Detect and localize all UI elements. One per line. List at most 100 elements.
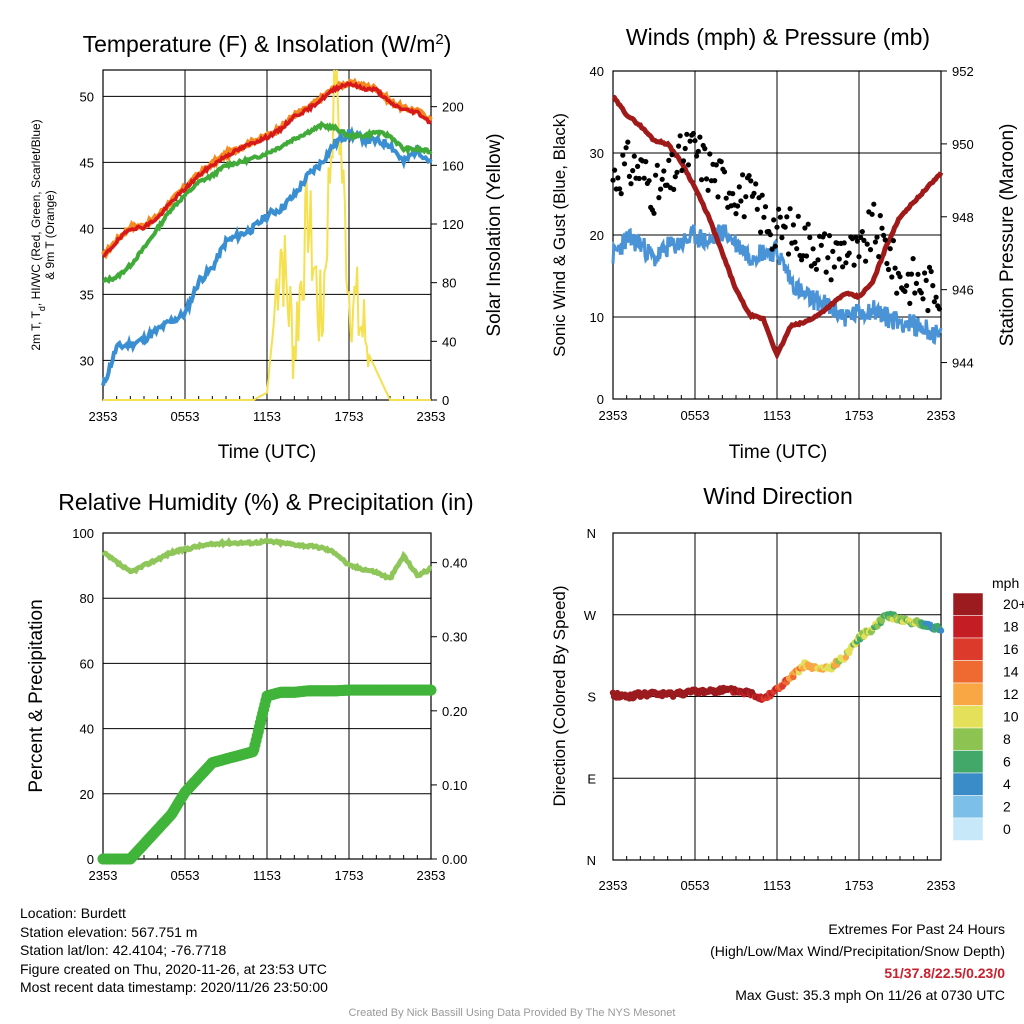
gust-point <box>626 173 633 179</box>
gust-point <box>884 260 890 267</box>
gust-point <box>841 240 847 246</box>
gust-point <box>713 162 719 168</box>
gust-point <box>836 256 842 262</box>
wdir-ytick-label: N <box>587 526 596 541</box>
winds-ytick-label: 20 <box>590 228 604 243</box>
colorbar-label: 18 <box>1003 619 1019 635</box>
gust-point <box>854 238 861 244</box>
solar-ylabel: Solar Insolation (Yellow) <box>484 133 505 336</box>
gust-point <box>918 290 924 296</box>
wdir-xtick-label: 1153 <box>763 878 791 893</box>
gust-point <box>653 172 659 178</box>
gust-point <box>922 270 928 276</box>
info-elevation: Station elevation: 567.751 m <box>20 923 198 940</box>
wind-direction-panel: Wind Direction Direction (Colored By Spe… <box>550 483 1024 893</box>
rh-ylabel: Percent & Precipitation <box>26 599 47 792</box>
colorbar-swatch <box>952 615 984 639</box>
temp-xtick-label: 0553 <box>171 409 200 424</box>
winds-ylabel: Sonic Wind & Gust (Blue, Black) <box>550 113 569 357</box>
extremes-box: Extremes For Past 24 Hours (High/Low/Max… <box>710 918 1005 1006</box>
pressure-ylabel: Station Pressure (Maroon) <box>997 124 1018 347</box>
extremes-values: 51/37.8/22.5/0.23/0 <box>884 965 1005 981</box>
rh-xtick-label: 2353 <box>89 868 118 883</box>
gust-point <box>815 257 821 263</box>
gust-point <box>915 271 921 277</box>
gust-point <box>859 229 865 235</box>
winds-ytick-label: 0 <box>597 392 604 407</box>
gust-point <box>612 167 618 173</box>
rh-xtick-label: 1153 <box>253 868 281 883</box>
gust-point <box>933 294 939 300</box>
gust-point <box>712 178 718 184</box>
colorbar-label: 2 <box>1003 799 1011 815</box>
gust-point <box>936 306 943 312</box>
temp-ytick-label: 40 <box>80 221 94 236</box>
gust-point <box>810 246 816 252</box>
gust-point <box>825 255 831 261</box>
temp-ylabel: 2m T, Td, HI/WC (Red, Green, Scarlet/Blu… <box>29 119 47 350</box>
temp-frame <box>102 69 432 401</box>
gust-point <box>695 148 701 154</box>
extremes-gust: Max Gust: 35.3 mph On 11/26 at 0730 UTC <box>735 987 1005 1003</box>
rh-xtick-label: 0553 <box>171 868 200 883</box>
winds-xtick-label: 2353 <box>599 408 628 423</box>
wdir-point <box>842 654 850 661</box>
gust-point <box>666 157 672 163</box>
precip-ytick-right-label: 0.20 <box>442 704 467 719</box>
gust-point <box>799 257 805 263</box>
gust-point <box>890 238 897 244</box>
gust-point <box>864 241 870 247</box>
solar-line <box>103 69 431 401</box>
gust-point <box>758 229 764 235</box>
gust-point <box>628 181 634 187</box>
wdir-ytick-label: E <box>587 771 596 786</box>
gust-point <box>771 217 777 223</box>
gust-point <box>617 186 623 192</box>
gust-point <box>620 152 626 158</box>
winds-pressure-panel: Winds (mph) & Pressure (mb) Time (UTC) S… <box>550 24 1018 463</box>
rh-xtick-label: 1753 <box>335 868 364 883</box>
winds-ytick-label: 30 <box>590 146 604 161</box>
gust-point <box>630 168 636 174</box>
wind-line <box>611 224 943 346</box>
temp-ylabel-line2: & 9m T (Orange) <box>43 190 57 280</box>
colorbar-swatch <box>952 682 984 706</box>
gust-point <box>684 131 690 137</box>
rh-xtick-label: 2353 <box>417 868 446 883</box>
gust-point <box>777 214 783 220</box>
gust-point <box>738 198 744 204</box>
colorbar-swatch <box>952 750 984 774</box>
gust-point <box>635 163 641 169</box>
gust-point <box>677 133 683 139</box>
gust-point <box>823 269 829 275</box>
extremes-title: Extremes For Past 24 Hours <box>828 921 1005 937</box>
gust-point <box>892 265 898 271</box>
gust-point <box>703 176 710 182</box>
solar-ytick-right-label: 200 <box>442 100 464 115</box>
gust-point <box>661 168 667 174</box>
gust-point <box>659 176 665 182</box>
gust-point <box>782 224 788 230</box>
gust-point <box>658 186 664 192</box>
gust-point <box>930 283 936 289</box>
wdir-ytick-label: S <box>587 690 596 705</box>
pressure-ytick-right-label: 950 <box>952 137 974 152</box>
gust-point <box>853 234 859 240</box>
gust-point <box>721 169 728 175</box>
gust-point <box>623 145 629 151</box>
gust-point <box>784 214 790 220</box>
rh-ytick-label: 80 <box>80 591 94 606</box>
winds-frame <box>612 70 942 400</box>
gust-point <box>913 280 920 286</box>
gust-point <box>826 233 833 239</box>
gust-point <box>651 210 657 216</box>
gust-point <box>707 151 713 157</box>
gust-point <box>785 251 792 257</box>
winds-xlabel: Time (UTC) <box>729 442 828 463</box>
gust-point <box>636 175 642 182</box>
temp-xlabel: Time (UTC) <box>218 442 317 463</box>
colorbar-label: 0 <box>1003 821 1011 837</box>
gust-point <box>813 266 820 272</box>
temp-line <box>102 81 433 258</box>
